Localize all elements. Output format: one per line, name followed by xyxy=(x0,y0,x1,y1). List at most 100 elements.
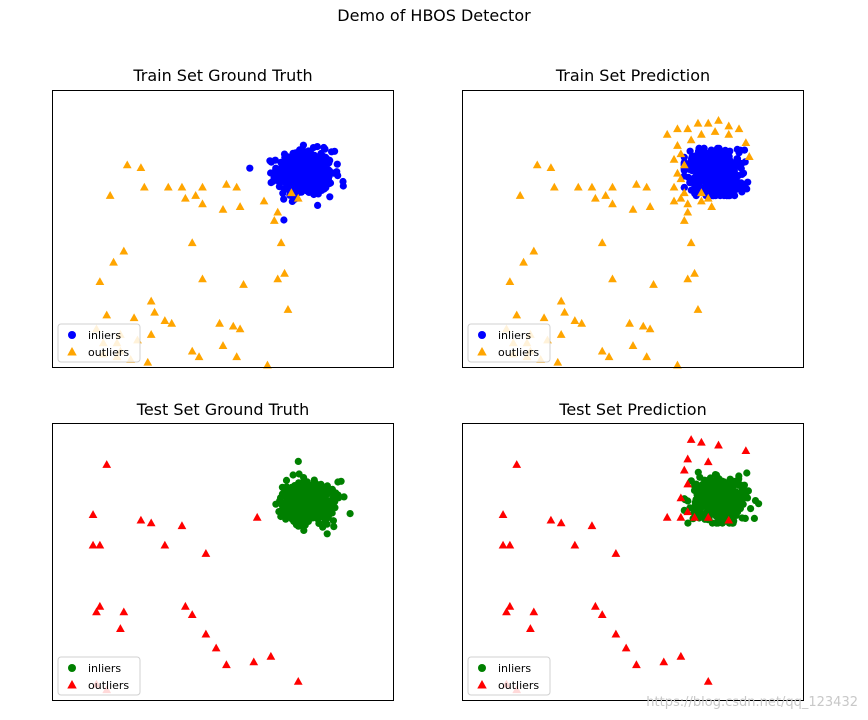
outliers-point xyxy=(676,512,686,521)
inliers-point xyxy=(694,506,702,514)
outliers-point xyxy=(239,280,248,288)
outliers-point xyxy=(697,129,706,138)
inliers-point xyxy=(325,172,333,180)
outliers-point xyxy=(597,610,607,619)
outliers-point xyxy=(283,305,293,313)
outliers-point xyxy=(591,193,600,202)
inliers-point xyxy=(724,497,732,505)
inliers-series xyxy=(246,141,347,224)
outliers-point xyxy=(710,127,720,135)
inliers-point xyxy=(319,180,327,189)
outliers-point xyxy=(724,515,734,524)
outliers-point xyxy=(146,518,156,527)
outliers-point xyxy=(529,607,539,616)
outliers-point xyxy=(150,307,159,316)
outliers-point xyxy=(95,601,105,610)
outliers-point xyxy=(611,629,621,638)
legend-box xyxy=(467,656,551,696)
outliers-point xyxy=(707,202,717,210)
inliers-point xyxy=(340,493,348,501)
outliers-point xyxy=(560,307,569,316)
outliers-point xyxy=(662,512,672,521)
subplot-title: Train Set Ground Truth xyxy=(133,66,313,85)
inliers-point xyxy=(738,514,746,522)
outliers-point xyxy=(673,360,682,369)
outliers-point xyxy=(163,182,173,191)
inliers-point xyxy=(334,478,342,486)
inliers-point xyxy=(707,180,715,188)
inliers-point xyxy=(720,503,728,511)
inliers-point xyxy=(700,155,708,163)
outliers-point xyxy=(683,454,693,463)
inliers-point xyxy=(334,491,342,499)
axes-frame xyxy=(462,90,804,368)
outliers-point xyxy=(198,199,207,208)
inliers-point xyxy=(288,178,296,186)
outliers-point xyxy=(686,135,696,144)
inliers-point xyxy=(319,523,327,531)
outliers-point xyxy=(502,607,511,616)
outliers-point xyxy=(683,124,693,133)
outliers-point xyxy=(625,318,634,327)
outliers-point xyxy=(693,118,703,127)
inliers-point xyxy=(323,482,331,490)
outliers-point xyxy=(512,310,522,319)
legend-marker-outliers xyxy=(67,347,77,356)
inliers-point xyxy=(742,490,750,499)
outliers-point xyxy=(102,310,112,319)
inliers-point xyxy=(294,522,302,530)
inliers-point xyxy=(313,489,322,497)
inliers-point xyxy=(329,503,337,512)
inliers-point xyxy=(282,476,291,484)
inliers-point xyxy=(300,147,308,155)
inliers-point xyxy=(725,153,733,161)
outliers-point xyxy=(273,207,283,216)
inliers-point xyxy=(331,147,339,155)
inliers-point xyxy=(330,523,338,531)
outliers-point xyxy=(201,549,211,557)
inliers-point xyxy=(310,496,318,504)
inliers-point xyxy=(271,156,279,164)
outliers-point xyxy=(546,515,556,524)
inliers-point xyxy=(736,146,744,154)
outliers-point xyxy=(608,182,617,191)
inliers-point xyxy=(726,187,734,195)
outliers-point xyxy=(676,493,686,502)
inliers-point xyxy=(718,514,726,522)
outliers-point xyxy=(697,437,706,446)
legend: inliers outliers xyxy=(57,323,141,363)
inliers-point xyxy=(696,150,704,158)
outliers-point xyxy=(683,507,693,516)
outliers-point xyxy=(679,160,689,169)
inliers-point xyxy=(311,163,319,171)
outliers-point xyxy=(187,346,197,355)
inliers-point xyxy=(325,159,333,167)
outliers-point xyxy=(673,168,682,177)
outliers-point xyxy=(601,191,611,199)
outliers-point xyxy=(293,676,303,685)
inliers-point xyxy=(321,505,329,513)
outliers-point xyxy=(597,238,607,247)
inliers-point xyxy=(286,171,295,179)
inliers-point xyxy=(296,507,304,515)
inliers-point xyxy=(720,178,728,186)
inliers-point xyxy=(721,163,730,171)
inliers-point xyxy=(750,514,758,522)
outliers-point xyxy=(218,204,228,213)
watermark: https://blog.csdn.net/qq_123432 xyxy=(646,695,858,710)
outliers-point xyxy=(556,296,566,305)
inliers-point xyxy=(290,497,298,506)
outliers-point xyxy=(505,277,515,286)
inliers-point xyxy=(296,153,305,161)
outliers-point xyxy=(136,515,146,524)
legend-label-inliers: inliers xyxy=(498,329,531,342)
inliers-point xyxy=(712,471,721,479)
inliers-point xyxy=(279,189,287,197)
outliers-point xyxy=(676,149,686,158)
figure-title: Demo of HBOS Detector xyxy=(337,6,531,25)
inliers-point xyxy=(735,472,743,480)
outliers-point xyxy=(608,274,617,283)
inliers-point xyxy=(326,193,334,201)
outliers-point xyxy=(252,512,262,521)
outliers-point xyxy=(119,246,129,255)
